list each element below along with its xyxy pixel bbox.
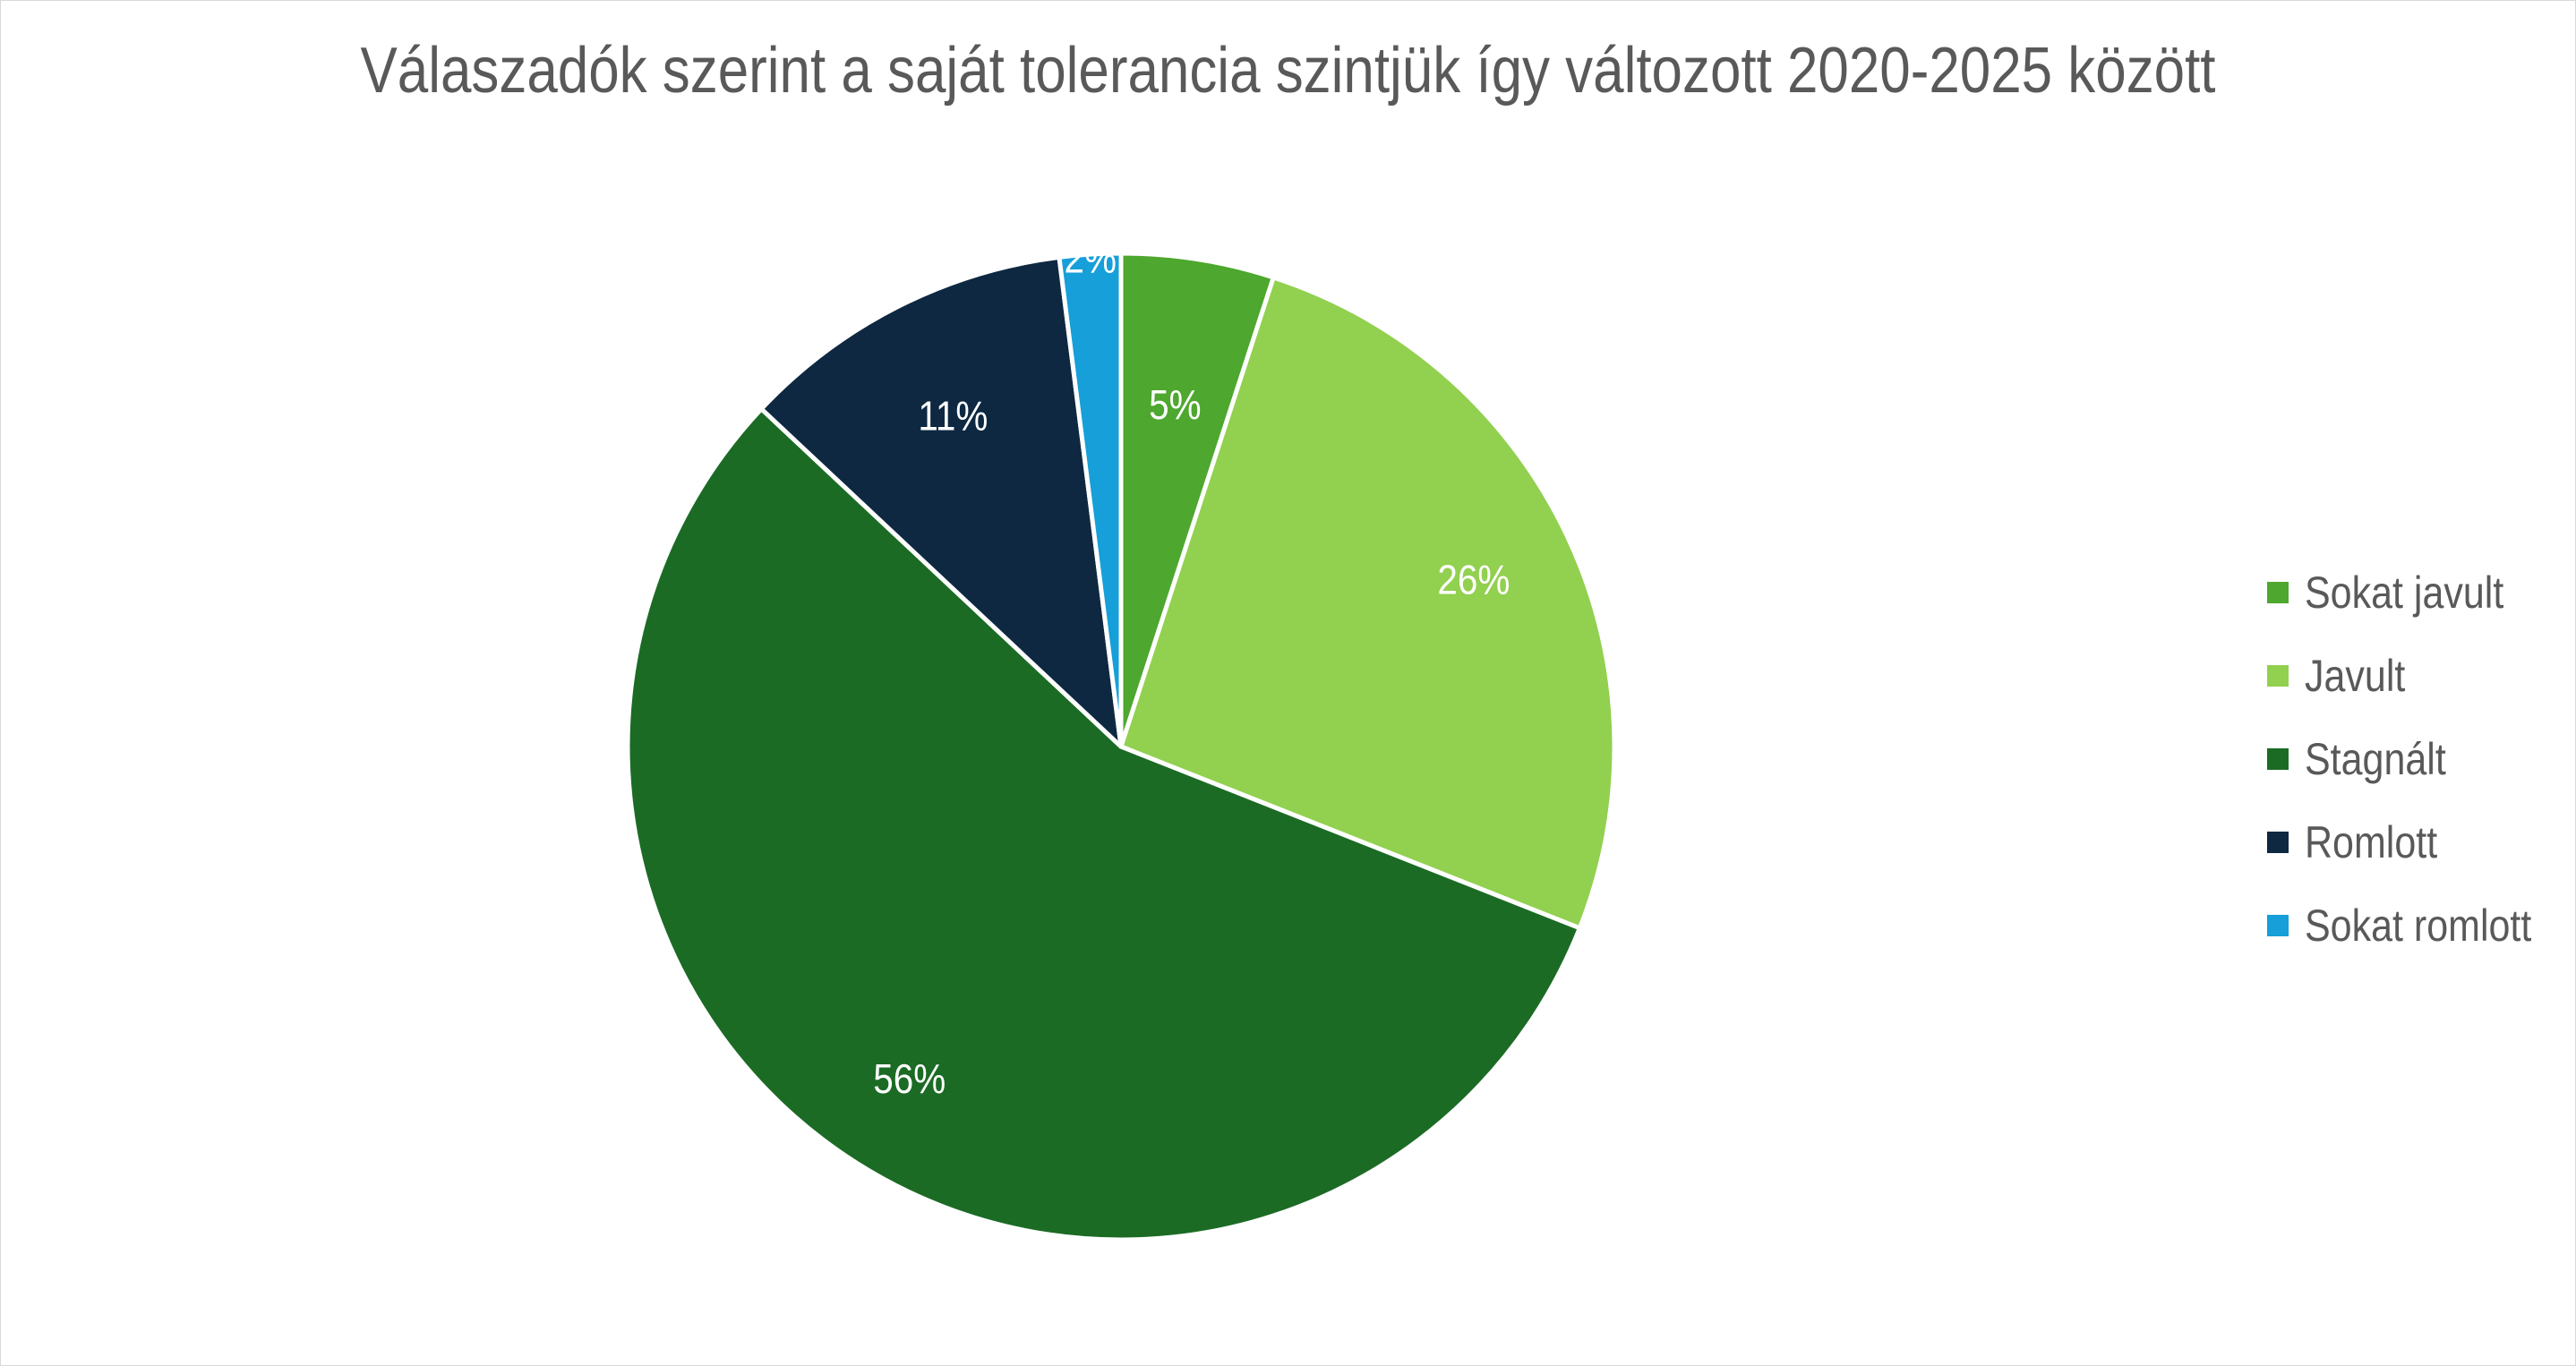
legend-item-romlott: Romlott — [2267, 800, 2569, 884]
legend-swatch — [2267, 664, 2289, 687]
chart-title: Válaszadók szerint a saját tolerancia sz… — [360, 35, 2216, 107]
legend-swatch — [2267, 914, 2289, 936]
pie-slice-5 — [1057, 251, 1124, 749]
legend-item-javult: Javult — [2267, 634, 2569, 717]
pie-data-label-3: 56% — [873, 1057, 946, 1103]
legend-item-sokat-javult: Sokat javult — [2267, 551, 2569, 634]
legend-label: Javult — [2305, 650, 2406, 701]
legend-label: Sokat romlott — [2305, 900, 2532, 951]
pie-data-label-2: 26% — [1437, 558, 1510, 603]
pie-data-label-4: 11% — [918, 394, 988, 440]
legend-item-stagnalt: Stagnált — [2267, 717, 2569, 800]
legend-swatch — [2267, 581, 2289, 603]
legend-swatch — [2267, 747, 2289, 770]
pie-slice-3 — [625, 406, 1582, 1242]
legend-item-sokat-romlott: Sokat romlott — [2267, 884, 2569, 967]
legend-swatch — [2267, 831, 2289, 853]
pie-slice-2 — [1118, 275, 1617, 931]
pie-data-label-1: 5% — [1149, 383, 1201, 429]
legend-label: Stagnált — [2305, 733, 2446, 784]
legend-label: Romlott — [2305, 816, 2438, 867]
pie-slice-4 — [758, 254, 1124, 749]
chart-legend: Sokat javult Javult Stagnált Romlott Sok… — [2267, 551, 2569, 967]
pie-data-label-5: 2% — [1065, 236, 1117, 282]
legend-label: Sokat javult — [2305, 567, 2504, 618]
